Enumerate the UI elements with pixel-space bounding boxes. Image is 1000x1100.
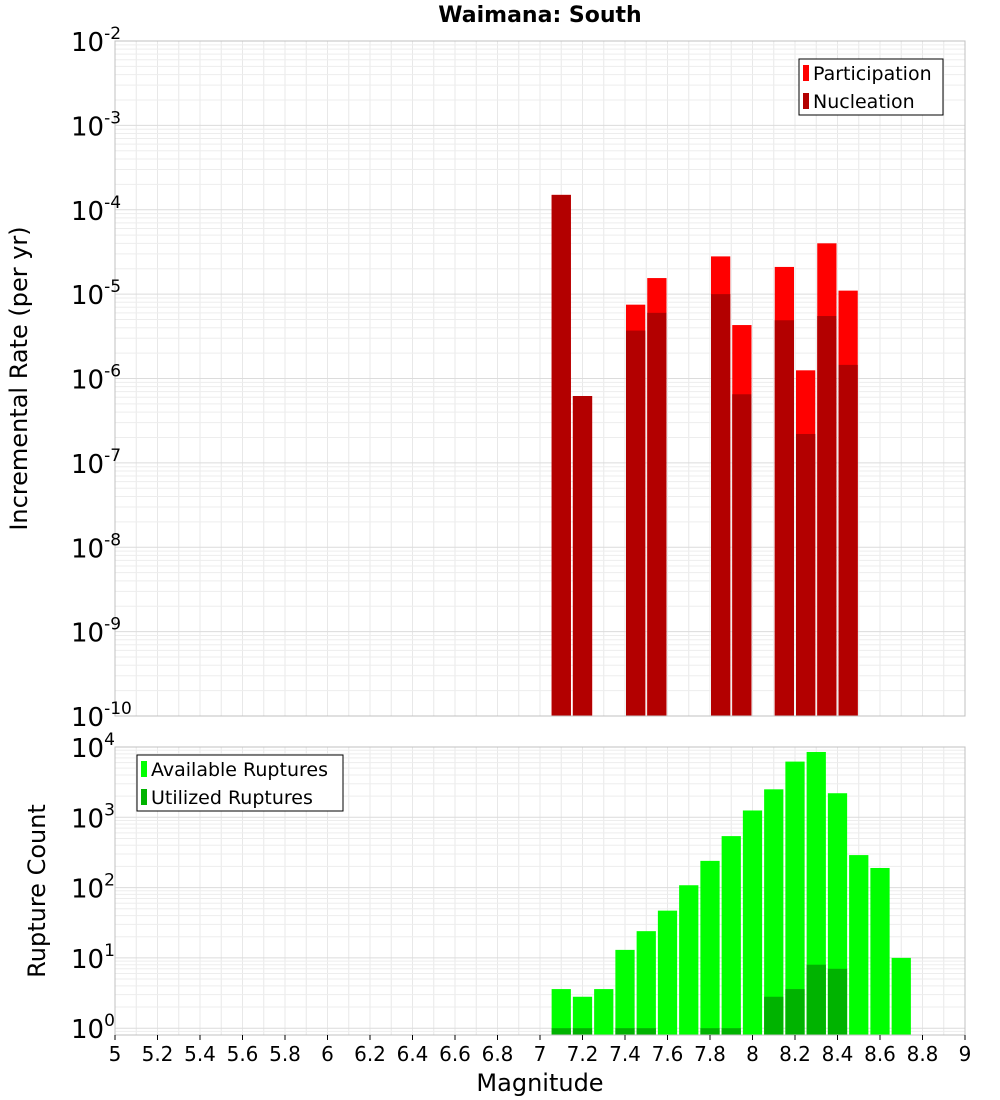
bar-available-ruptures-8 [721,836,741,1035]
x-tick-label: 5.6 [227,1042,259,1066]
x-tick-label: 7.2 [567,1042,599,1066]
bar-available-ruptures-16 [891,957,911,1035]
bar-utilized-ruptures-10 [764,996,784,1035]
y-tick-label: 103 [71,800,115,834]
bar-nucleation-6 [774,320,794,716]
chart-panel-2: 100 101 102 103 104 Rupture Count 5 5.2 5.4 5.6 5.… [23,730,971,1097]
x-tick-label: 9 [959,1042,972,1066]
y-tick-label: 10-2 [71,24,121,58]
grid-lines [114,40,966,717]
legend-swatch [803,65,809,81]
y-tick-label: 10-8 [71,530,121,564]
x-tick-label: 5 [109,1042,122,1066]
bar-utilized-ruptures-1 [572,1028,593,1035]
series-utilized-ruptures [551,964,848,1035]
legend-label: Participation [813,63,932,85]
legend-swatch [141,761,147,777]
x-axis-label: Magnitude [476,1069,603,1097]
x-tick-label: 7.6 [652,1042,684,1066]
bar-available-ruptures-12 [806,751,826,1035]
x-tick-label: 6.4 [397,1042,429,1066]
bar-nucleation-1 [572,396,593,716]
x-tick-label: 8 [746,1042,759,1066]
bar-nucleation-0 [551,194,571,716]
y-tick-label: 10-9 [71,615,121,649]
legend-box [798,58,944,116]
y-tick-label: 10-3 [71,108,121,142]
bar-utilized-ruptures-4 [636,1028,656,1035]
bar-available-ruptures-7 [700,860,720,1035]
plot-frame [114,40,966,717]
bar-utilized-ruptures-7 [700,1028,720,1035]
y-tick-label: 100 [71,1011,115,1045]
bar-available-ruptures-9 [742,810,763,1035]
bar-available-ruptures-5 [657,910,678,1035]
y-tick-label: 10-4 [71,193,121,227]
legend-label: Nucleation [813,91,915,113]
bar-available-ruptures-3 [615,949,635,1035]
chart-title: Waimana: South [438,3,641,28]
x-tick-label: 7.8 [694,1042,726,1066]
y-tick-label: 10-5 [71,277,121,311]
bar-utilized-ruptures-0 [551,1028,571,1035]
y-axis-label: Rupture Count [23,804,51,978]
x-tick-label: 6.8 [482,1042,514,1066]
y-tick-label: 10-10 [71,699,132,733]
bar-nucleation-3 [647,312,667,716]
bar-utilized-ruptures-3 [615,1028,635,1035]
x-tick-label: 7 [534,1042,547,1066]
x-tick-label: 6.2 [354,1042,386,1066]
bar-nucleation-2 [626,330,646,716]
series-available-ruptures [551,751,911,1035]
legend-swatch [803,93,809,109]
bar-available-ruptures-15 [870,867,890,1035]
x-tick-label: 5.4 [184,1042,216,1066]
legend-label: Utilized Ruptures [151,787,313,809]
bar-available-ruptures-11 [785,761,805,1035]
series-nucleation [551,194,858,716]
bar-nucleation-8 [817,316,837,716]
y-axis-label: Incremental Rate (per yr) [5,226,33,530]
bar-nucleation-7 [796,433,816,716]
y-tick-label: 101 [71,941,115,975]
bar-available-ruptures-2 [594,989,614,1035]
bar-nucleation-9 [838,364,858,716]
bar-available-ruptures-14 [849,855,869,1035]
x-tick-label: 8.6 [864,1042,896,1066]
y-tick-label: 102 [71,871,115,905]
legend: Participation Nucleation [798,58,944,116]
bar-available-ruptures-1 [572,996,593,1035]
y-tick-label: 104 [71,730,115,764]
bar-available-ruptures-4 [636,931,656,1035]
bar-available-ruptures-10 [764,789,784,1035]
bar-utilized-ruptures-8 [721,1028,741,1035]
x-tick-label: 5.2 [142,1042,174,1066]
y-tick-label: 10-7 [71,446,121,480]
x-tick-label: 8.8 [907,1042,939,1066]
x-tick-label: 5.8 [269,1042,301,1066]
bar-utilized-ruptures-13 [827,968,848,1035]
bar-utilized-ruptures-11 [785,989,805,1035]
x-tick-label: 7.4 [609,1042,641,1066]
bar-available-ruptures-6 [679,885,699,1035]
legend-swatch [141,789,147,805]
chart-panel-1: 10-10 10-9 10-8 10-7 10-6 10-5 10-4 10-3 10-2 Inc… [5,3,966,733]
bar-utilized-ruptures-12 [806,964,826,1035]
y-tick-label: 10-6 [71,362,121,396]
x-tick-label: 6 [321,1042,334,1066]
legend-label: Available Ruptures [151,759,328,781]
x-tick-label: 8.2 [779,1042,811,1066]
x-tick-label: 8.4 [822,1042,854,1066]
bar-nucleation-4 [711,294,731,716]
bar-available-ruptures-0 [551,989,571,1035]
legend-box [136,754,344,812]
bar-nucleation-5 [732,394,752,716]
x-tick-label: 6.6 [439,1042,471,1066]
legend: Available Ruptures Utilized Ruptures [136,754,344,812]
